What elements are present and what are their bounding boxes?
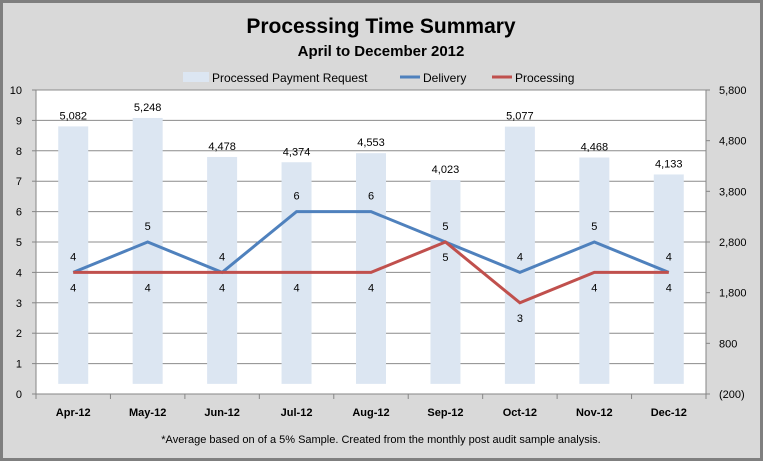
footnote: *Average based on of a 5% Sample. Create…: [161, 434, 600, 446]
bar-label: 4,374: [283, 146, 311, 158]
right-tick-label: 4,800: [719, 136, 747, 148]
line-label-processing: 4: [368, 282, 374, 294]
legend-label: Processing: [515, 71, 574, 85]
left-tick-label: 6: [16, 207, 22, 219]
legend: Processed Payment Request Delivery Process…: [183, 71, 574, 85]
bar: [579, 157, 610, 384]
right-tick-label: 3,800: [719, 186, 747, 198]
bar-label: 4,478: [208, 141, 236, 153]
line-label-processing: 4: [145, 282, 151, 294]
bar: [430, 180, 461, 384]
bar-label: 4,468: [581, 141, 609, 153]
legend-label: Delivery: [423, 71, 466, 85]
x-tick-label: Dec-12: [651, 407, 687, 419]
line-label-processing: 3: [517, 313, 523, 325]
right-tick-label: (200): [719, 389, 745, 401]
line-label-processing: 5: [442, 252, 448, 264]
line-label-delivery: 6: [293, 191, 299, 203]
line-label-processing: 4: [219, 282, 225, 294]
bar-label: 5,248: [134, 102, 162, 114]
bar: [58, 126, 89, 384]
line-label-delivery: 5: [442, 221, 448, 233]
left-tick-label: 2: [16, 328, 22, 340]
x-tick-label: May-12: [129, 407, 166, 419]
bar-label: 4,553: [357, 137, 385, 149]
line-label-delivery: 5: [145, 221, 151, 233]
right-tick-label: 2,800: [719, 237, 747, 249]
right-tick-label: 800: [719, 338, 737, 350]
left-tick-label: 5: [16, 237, 22, 249]
line-delivery: [72, 210, 670, 275]
x-tick-label: Jun-12: [204, 407, 239, 419]
bar: [504, 126, 535, 384]
line-label-delivery: 4: [70, 251, 76, 263]
left-tick-label: 7: [16, 176, 22, 188]
line-label-processing: 4: [666, 282, 672, 294]
bar: [653, 174, 684, 384]
legend-swatch-bar: [183, 72, 209, 82]
chart-title: Processing Time Summary: [246, 15, 516, 38]
left-tick-label: 4: [16, 267, 22, 279]
line-label-delivery: 4: [517, 251, 523, 263]
x-tick-label: Nov-12: [576, 407, 613, 419]
line-label-delivery: 4: [219, 251, 225, 263]
right-tick-label: 1,800: [719, 288, 747, 300]
left-tick-label: 8: [16, 146, 22, 158]
left-tick-label: 9: [16, 115, 22, 127]
line-label-delivery: 4: [666, 251, 672, 263]
line-label-processing: 4: [70, 282, 76, 294]
x-tick-label: Jul-12: [281, 407, 313, 419]
line-label-processing: 4: [293, 282, 299, 294]
line-label-delivery: 5: [591, 221, 597, 233]
bar-label: 5,082: [59, 110, 87, 122]
left-tick-label: 3: [16, 298, 22, 310]
x-tick-label: Apr-12: [56, 407, 91, 419]
x-tick-label: Aug-12: [352, 407, 389, 419]
bar: [207, 156, 238, 384]
bar-label: 5,077: [506, 111, 534, 123]
line-label-delivery: 6: [368, 191, 374, 203]
left-tick-label: 0: [16, 389, 22, 401]
x-tick-label: Sep-12: [427, 407, 463, 419]
line-label-processing: 4: [591, 282, 597, 294]
left-tick-label: 1: [16, 359, 22, 371]
x-tick-label: Oct-12: [503, 407, 537, 419]
line-processing: [73, 240, 669, 305]
legend-label: Processed Payment Request: [212, 71, 368, 85]
left-tick-label: 10: [10, 85, 22, 97]
right-tick-label: 5,800: [719, 85, 747, 97]
bar: [132, 117, 163, 384]
chart-subtitle: April to December 2012: [298, 43, 465, 60]
bar-label: 4,023: [432, 164, 460, 176]
bar-label: 4,133: [655, 158, 683, 170]
